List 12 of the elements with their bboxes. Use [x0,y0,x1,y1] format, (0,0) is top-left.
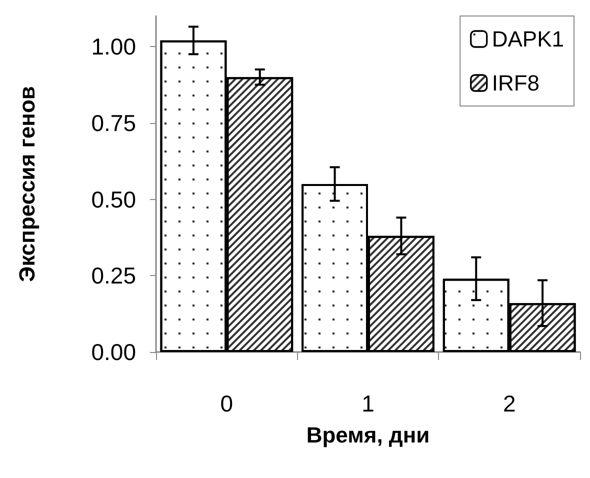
legend-label: DAPK1 [492,26,564,52]
x-tick-label: 1 [362,390,374,416]
legend-label: IRF8 [492,70,540,96]
y-tick-label: 0.50 [91,186,136,212]
y-tick-label: 1.00 [91,34,136,60]
x-tick-label: 2 [502,390,516,416]
y-axis-title: Экспрессия генов [14,86,40,282]
x-tick-label: 0 [220,390,234,416]
y-tick-label: 0.75 [91,110,136,136]
x-axis-title: Время, дни [306,422,430,448]
y-tick-label: 0.25 [91,262,136,289]
y-tick-label: 0.00 [91,339,136,365]
